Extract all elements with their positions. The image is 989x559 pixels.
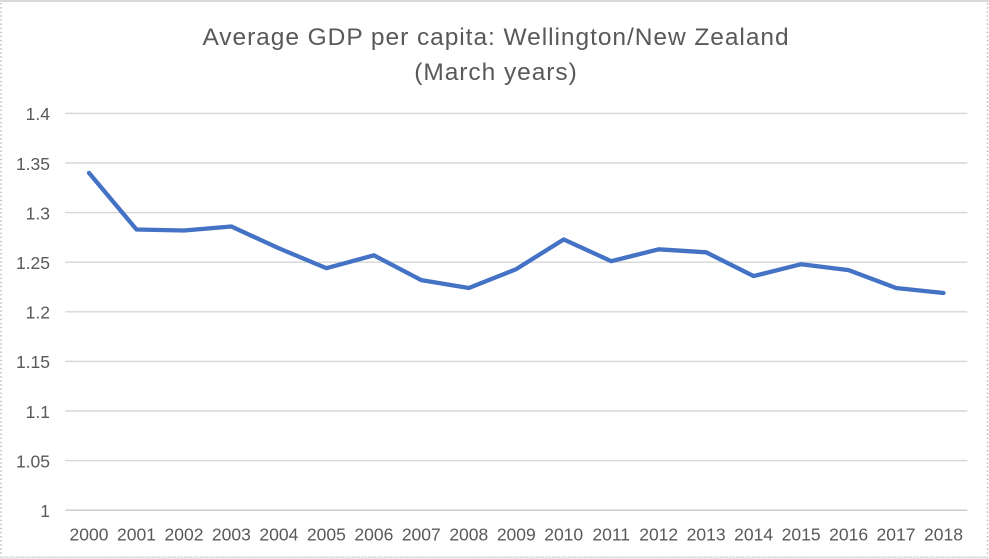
svg-text:1.35: 1.35 [16, 154, 50, 174]
svg-text:2012: 2012 [639, 525, 678, 545]
svg-text:1.25: 1.25 [16, 253, 50, 273]
svg-text:1.2: 1.2 [26, 303, 50, 323]
svg-text:1.4: 1.4 [26, 104, 51, 124]
svg-text:Average GDP per capita: Wellin: Average GDP per capita: Wellington/New Z… [202, 24, 789, 51]
svg-text:1.3: 1.3 [26, 203, 50, 223]
svg-text:1.05: 1.05 [16, 451, 50, 471]
svg-text:2017: 2017 [877, 525, 916, 545]
svg-text:2004: 2004 [259, 525, 298, 545]
svg-text:2011: 2011 [592, 525, 630, 545]
svg-text:1.1: 1.1 [26, 402, 50, 422]
svg-text:2014: 2014 [734, 525, 773, 545]
svg-text:1: 1 [40, 501, 50, 521]
svg-text:2018: 2018 [924, 525, 963, 545]
svg-text:2015: 2015 [782, 525, 821, 545]
svg-text:2000: 2000 [70, 525, 109, 545]
svg-text:2008: 2008 [449, 525, 488, 545]
svg-text:2003: 2003 [212, 525, 251, 545]
svg-text:2009: 2009 [497, 525, 536, 545]
svg-text:2010: 2010 [544, 525, 583, 545]
svg-text:2016: 2016 [829, 525, 868, 545]
svg-text:1.15: 1.15 [16, 352, 50, 372]
svg-text:2013: 2013 [687, 525, 726, 545]
svg-text:2007: 2007 [402, 525, 441, 545]
svg-text:(March years): (March years) [414, 59, 577, 86]
svg-text:2001: 2001 [117, 525, 156, 545]
svg-text:2002: 2002 [165, 525, 204, 545]
svg-text:2005: 2005 [307, 525, 346, 545]
svg-text:2006: 2006 [354, 525, 393, 545]
